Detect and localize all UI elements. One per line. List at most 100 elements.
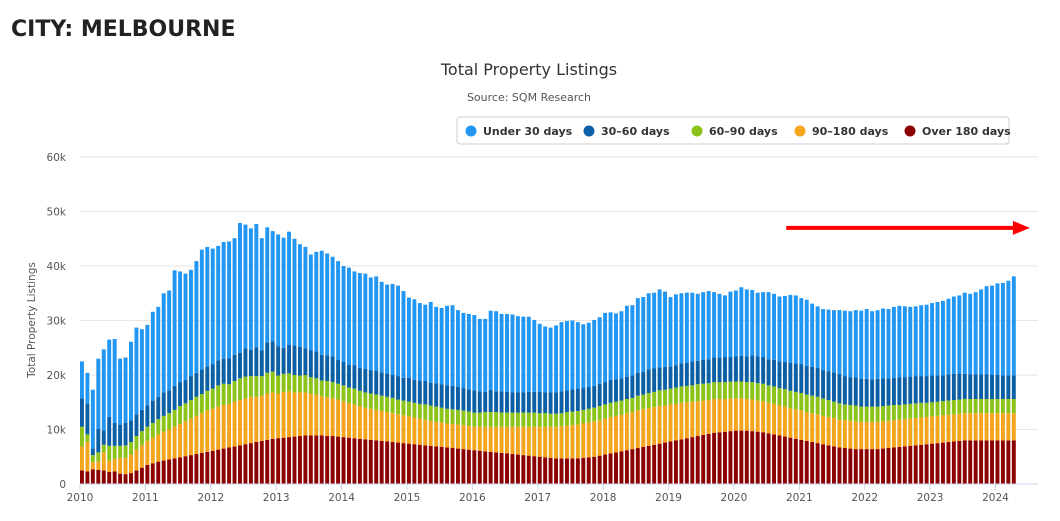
bar-segment: [368, 393, 373, 409]
bar-segment: [363, 407, 368, 440]
bar-segment: [472, 426, 477, 451]
bar-segment: [586, 386, 591, 409]
bar-segment: [1006, 440, 1011, 484]
bar-segment: [624, 376, 629, 399]
bar-segment: [941, 375, 945, 402]
bar-segment: [826, 416, 831, 446]
bar-segment: [652, 292, 657, 369]
bar-segment: [793, 363, 798, 392]
bar-segment: [1011, 398, 1016, 414]
bar-segment: [619, 400, 624, 415]
bar-segment: [875, 310, 880, 379]
bar-segment: [608, 453, 613, 484]
bar-segment: [112, 458, 117, 472]
bar-segment: [167, 459, 172, 484]
bar-segment: [194, 454, 199, 484]
bar-segment: [592, 385, 597, 408]
bar-segment: [870, 311, 875, 380]
bar-segment: [85, 434, 90, 443]
bar-segment: [188, 269, 193, 377]
bar-segment: [592, 319, 597, 386]
bar-segment: [755, 292, 760, 357]
bar-segment: [859, 310, 864, 379]
legend-item[interactable]: Under 30 days: [465, 125, 573, 138]
bar-segment: [428, 301, 433, 383]
bar-segment: [374, 440, 379, 484]
bar-segment: [248, 349, 253, 377]
bar-segment: [456, 386, 460, 410]
bar-segment: [881, 421, 885, 449]
bar-segment: [150, 400, 155, 423]
bar-segment: [663, 405, 668, 443]
bar-segment: [788, 437, 793, 484]
bar-segment: [265, 393, 270, 440]
bar-segment: [505, 453, 509, 484]
bar-segment: [772, 293, 776, 360]
bar-segment: [897, 404, 902, 420]
bar-segment: [101, 444, 106, 453]
bar-segment: [194, 372, 199, 397]
bar-segment: [657, 367, 662, 391]
bar-segment: [554, 426, 559, 459]
bar-segment: [238, 445, 242, 484]
bar-segment: [205, 410, 210, 452]
bar-segment: [608, 312, 613, 380]
bar-segment: [908, 418, 913, 446]
bar-segment: [194, 396, 199, 416]
bar-segment: [772, 386, 776, 404]
bar-segment: [832, 310, 836, 373]
legend-swatch: [583, 125, 595, 137]
bar-segment: [733, 290, 738, 357]
bar-segment: [314, 378, 319, 395]
bar-segment: [826, 309, 831, 372]
bar-segment: [205, 366, 210, 391]
bar-segment: [287, 373, 291, 392]
bar-segment: [723, 295, 727, 358]
legend-item[interactable]: 60–90 days: [691, 125, 779, 138]
bar-segment: [728, 357, 733, 382]
bar-segment: [145, 405, 150, 427]
bar-segment: [107, 460, 112, 473]
bar-segment: [532, 391, 537, 413]
bar-segment: [314, 394, 319, 436]
bar-segment: [826, 371, 831, 401]
bar-segment: [287, 391, 291, 438]
bar-segment: [445, 408, 450, 424]
bar-segment: [385, 284, 390, 374]
bar-segment: [603, 404, 608, 419]
bar-segment: [581, 388, 586, 410]
legend-item[interactable]: Over 180 days: [904, 125, 1012, 138]
bar-segment: [881, 448, 885, 484]
bar-segment: [434, 446, 439, 484]
bar-segment: [537, 426, 542, 457]
bar-segment: [913, 306, 918, 377]
bar-segment: [875, 449, 880, 484]
bar-segment: [1000, 398, 1005, 414]
bar-segment: [935, 375, 940, 402]
bar-segment: [891, 420, 896, 448]
bar-segment: [630, 412, 635, 450]
bar-segment: [390, 283, 395, 375]
bar-segment: [139, 329, 144, 410]
bar-segment: [804, 412, 809, 441]
bar-segment: [80, 470, 84, 484]
bar-segment: [646, 408, 651, 446]
bar-segment: [635, 395, 640, 411]
chart-subtitle: Source: SQM Research: [467, 91, 591, 104]
bar-segment: [199, 452, 204, 484]
bar-segment: [325, 380, 330, 398]
bar-segment: [461, 425, 466, 450]
bar-segment: [303, 435, 308, 484]
bar-segment: [690, 437, 695, 484]
legend-item[interactable]: 30–60 days: [583, 125, 671, 138]
bar-segment: [210, 248, 215, 365]
bar-segment: [357, 438, 362, 484]
legend-item[interactable]: 90–180 days: [794, 125, 889, 138]
bar-segment: [445, 447, 450, 484]
bar-segment: [799, 392, 804, 411]
bar-segment: [156, 419, 161, 435]
bar-segment: [663, 291, 668, 367]
bar-segment: [319, 396, 324, 436]
bar-segment: [461, 312, 466, 389]
bar-segment: [810, 413, 815, 443]
